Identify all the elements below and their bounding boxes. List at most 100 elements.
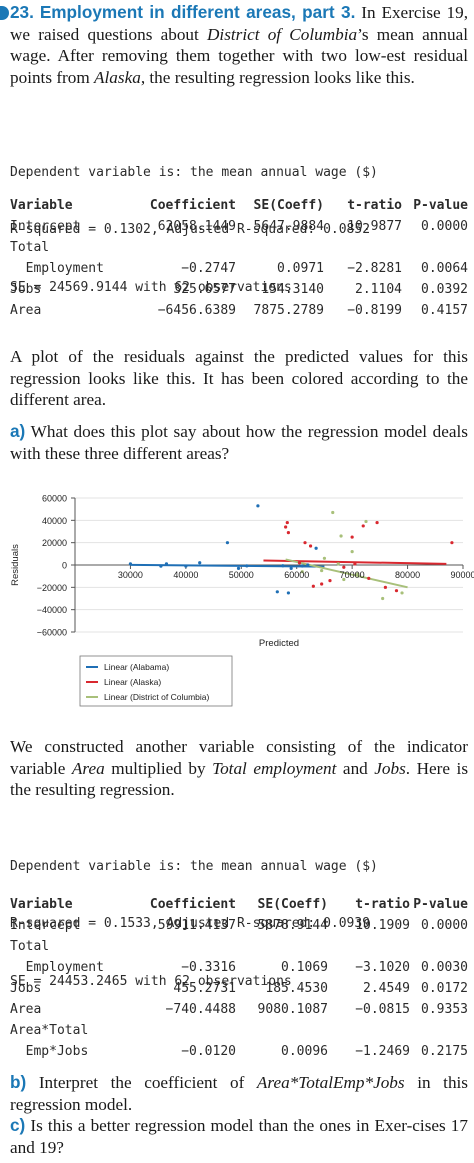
x-tick-label: 50000: [229, 570, 254, 580]
point-alaska: [350, 535, 354, 539]
part-a-label: a): [10, 421, 26, 441]
cell-p-value: 0.2175: [421, 1044, 468, 1059]
cell-p-value: 0.0030: [421, 960, 468, 975]
point-district-of-columbia: [342, 577, 346, 582]
part-b-question: b) Interpret the coefficient of Area*Tot…: [10, 1072, 468, 1115]
point-alabama: [306, 563, 310, 567]
cell-p-value: 0.0172: [421, 981, 468, 996]
point-alaska: [353, 562, 357, 566]
cell-variable: Employment: [10, 960, 104, 975]
cell-t-ratio: [324, 237, 402, 258]
cell-variable: Intercept: [10, 219, 81, 234]
cell-coefficient: 455.2731: [173, 981, 236, 996]
point-alaska: [285, 520, 289, 525]
part-b-emphasis: Area*TotalEmp*Jobs: [256, 1073, 405, 1092]
cell-t-ratio: −1.2469: [355, 1044, 410, 1059]
cell-variable: Total: [10, 240, 50, 255]
table-row: Total: [10, 936, 468, 957]
part-c-text: Is this a better regression model than t…: [10, 1116, 468, 1157]
cell-coefficient: −0.0120: [181, 1044, 236, 1059]
regression1-header-row: Variable Coefficient SE(Coeff) t-ratio P…: [10, 195, 468, 216]
cell-p-value: [410, 1020, 468, 1041]
regression1-table-wrap: Variable Coefficient SE(Coeff) t-ratio P…: [10, 195, 468, 321]
point-alabama: [225, 541, 230, 545]
regression2-table: Variable Coefficient SE(Coeff) t-ratio P…: [10, 894, 468, 1062]
point-alabama: [128, 562, 133, 566]
y-tick-label: 40000: [42, 516, 67, 526]
cell-variable: Total: [10, 939, 50, 954]
header-variable: Variable: [10, 198, 73, 213]
header-p-value: P-value: [413, 897, 468, 912]
point-alabama: [245, 564, 249, 568]
cell-t-ratio: −2.8281: [347, 261, 402, 276]
cell-se-coeff: [236, 237, 324, 258]
cell-variable: Employment: [10, 261, 104, 276]
cell-se-coeff: 5878.9144: [257, 918, 328, 933]
cell-p-value: 0.0000: [421, 918, 468, 933]
point-alabama: [300, 564, 304, 568]
cell-t-ratio: 2.4549: [363, 981, 410, 996]
residual-plot: 60000 40000 20000 0 −20000 −40000 −60000 30000 4…: [0, 486, 474, 726]
cell-se-coeff: 0.0971: [277, 261, 324, 276]
point-alaska: [450, 541, 454, 545]
cell-t-ratio: [328, 936, 410, 957]
x-tick-label: 70000: [340, 570, 365, 580]
table-row: Total: [10, 237, 468, 258]
intro-text-3: , the resulting regression looks like th…: [140, 67, 415, 87]
part-b-label: b): [10, 1072, 27, 1092]
table-row: Emp*Jobs −0.0120 0.0096 −1.2469 0.2175: [10, 1041, 468, 1062]
point-alaska: [361, 524, 365, 528]
header-variable: Variable: [10, 897, 73, 912]
header-t-ratio: t-ratio: [355, 897, 410, 912]
exercise-bullet-marker: [0, 6, 9, 20]
cell-t-ratio: −0.8199: [347, 303, 402, 318]
y-tick-label: −20000: [37, 583, 67, 593]
cell-t-ratio: 2.1104: [355, 282, 402, 297]
point-alaska: [320, 582, 324, 586]
cell-t-ratio: 10.9877: [347, 219, 402, 234]
y-tick-label: 20000: [42, 538, 67, 548]
point-district-of-columbia: [339, 534, 343, 538]
point-district-of-columbia: [400, 591, 404, 595]
y-tick-label: 0: [62, 561, 67, 571]
point-alaska: [297, 561, 302, 565]
cell-t-ratio: −0.0815: [355, 1002, 410, 1017]
point-alaska: [308, 544, 313, 548]
table-row: Intercept 59911.4137 5878.9144 10.1909 0.000…: [10, 915, 468, 936]
part-a-text: What does this plot say about how the re…: [10, 422, 468, 463]
table-row: Area −6456.6389 7875.2789 −0.8199 0.4157: [10, 300, 468, 321]
cell-p-value: [402, 237, 468, 258]
point-district-of-columbia: [356, 572, 360, 576]
point-alaska: [342, 565, 346, 569]
legend-label: Linear (Alaska): [104, 677, 161, 687]
header-coefficient: Coefficient: [149, 897, 236, 912]
cell-p-value: 0.0392: [421, 282, 468, 297]
constructed-text-2: multiplied by: [104, 758, 213, 778]
cell-p-value: 0.0064: [421, 261, 468, 276]
point-alaska: [311, 584, 315, 588]
cell-variable: Jobs: [10, 282, 42, 297]
point-alabama: [289, 566, 293, 570]
cell-coefficient: [122, 936, 236, 957]
constructed-text-1: We constructed another variable consisti…: [10, 737, 468, 778]
point-alaska: [367, 576, 371, 580]
cell-p-value: 0.0000: [421, 219, 468, 234]
cell-coefficient: [122, 1020, 236, 1041]
point-alabama: [164, 562, 169, 566]
exercise-intro: 23. Employment in different areas, part …: [0, 2, 468, 88]
point-district-of-columbia: [364, 519, 368, 524]
legend-label: Linear (Alabama): [104, 662, 169, 672]
x-axis-label: Predicted: [259, 638, 299, 649]
fit-line-district-of-columbia: [285, 558, 408, 589]
point-district-of-columbia: [381, 596, 385, 601]
cell-p-value: [410, 936, 468, 957]
header-t-ratio: t-ratio: [347, 198, 402, 213]
point-district-of-columbia: [336, 562, 340, 566]
header-p-value: P-value: [413, 198, 468, 213]
cell-se-coeff: 0.1069: [281, 960, 328, 975]
cell-t-ratio: 10.1909: [355, 918, 410, 933]
cell-se-coeff: 154.3140: [261, 282, 324, 297]
point-alaska: [303, 541, 307, 545]
y-tick-label: 60000: [42, 494, 67, 504]
header-se-coeff: SE(Coeff): [253, 198, 324, 213]
